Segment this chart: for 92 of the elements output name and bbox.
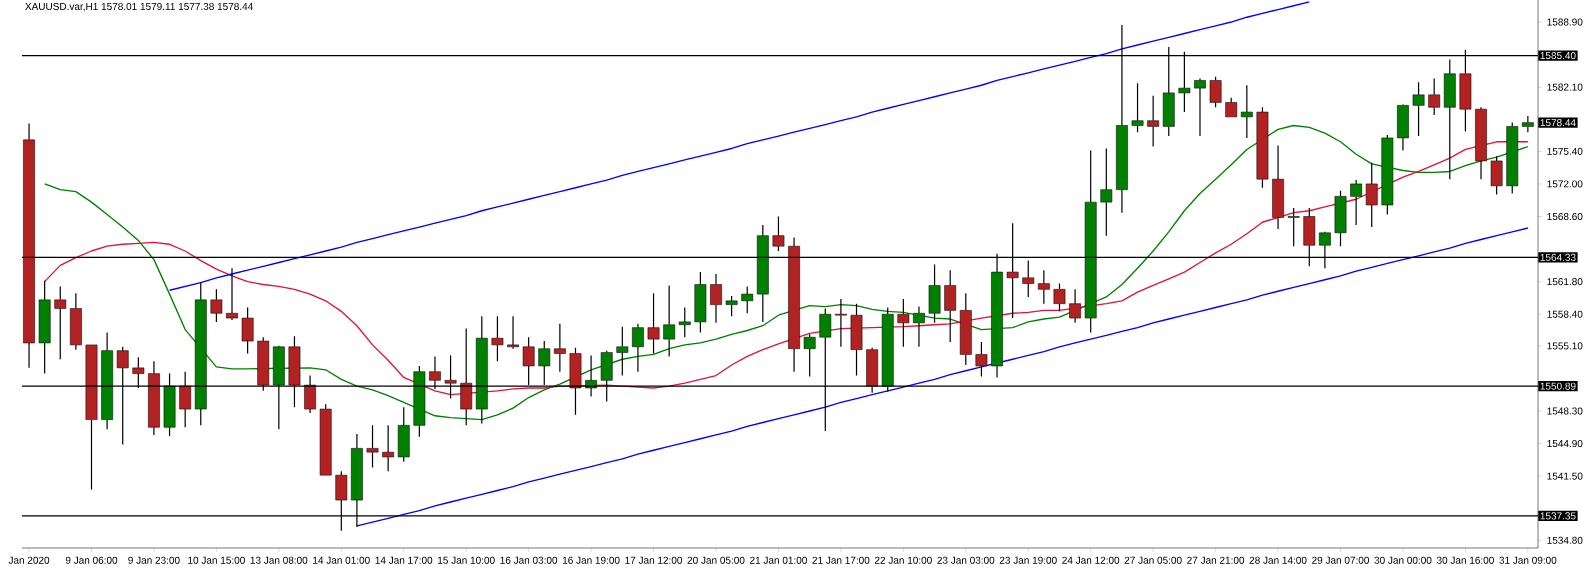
candlestick bbox=[944, 269, 957, 343]
candlestick bbox=[54, 285, 67, 360]
candlestick bbox=[913, 305, 925, 348]
candlestick bbox=[1350, 179, 1363, 226]
x-tick-label: 16 Jan 19:00 bbox=[562, 556, 620, 564]
text: 1578.44 bbox=[1540, 119, 1576, 127]
x-tick-label: 27 Jan 21:00 bbox=[1187, 556, 1245, 564]
x-tick-label: 21 Jan 01:00 bbox=[750, 556, 807, 564]
x-tick-label: 9 Jan 23:00 bbox=[128, 556, 180, 564]
y-tick-label: 1541.50 bbox=[1547, 472, 1583, 480]
y-tick-label: 1558.40 bbox=[1547, 310, 1583, 318]
x-tick-label: 22 Jan 10:00 bbox=[874, 556, 932, 564]
x-tick-label: 24 Jan 12:00 bbox=[1062, 556, 1120, 564]
x-tick-label: 31 Jan 09:00 bbox=[1499, 556, 1557, 564]
candlestick bbox=[678, 306, 691, 338]
candlestick bbox=[975, 341, 988, 378]
line-series bbox=[356, 227, 1529, 527]
x-tick-label: 13 Jan 08:00 bbox=[250, 556, 308, 564]
ref-line-label: 1537.35 bbox=[1540, 512, 1576, 520]
x-tick-label: 20 Jan 05:00 bbox=[687, 556, 745, 564]
y-tick-label: 1568.60 bbox=[1547, 212, 1583, 221]
candlestick bbox=[69, 292, 82, 351]
candlestick bbox=[850, 303, 863, 377]
x-tick-label: 9 Jan 06:00 bbox=[65, 556, 118, 564]
candlestick bbox=[1037, 269, 1050, 305]
candlestick bbox=[1194, 77, 1206, 137]
candlestick bbox=[1521, 115, 1534, 133]
y-tick-label: 1534.80 bbox=[1547, 536, 1583, 544]
candlestick bbox=[38, 280, 51, 375]
candlestick bbox=[1240, 84, 1253, 139]
x-tick-label: 28 Jan 14:00 bbox=[1249, 556, 1307, 564]
x-tick-label: 23 Jan 03:00 bbox=[937, 556, 995, 564]
x-tick-label: 16 Jan 03:00 bbox=[500, 556, 558, 564]
y-tick-label: 1544.90 bbox=[1547, 440, 1583, 448]
candlestick bbox=[1100, 147, 1113, 237]
y-tick-label: 1588.90 bbox=[1547, 18, 1583, 26]
candlestick bbox=[1412, 81, 1425, 137]
candlestick bbox=[1131, 82, 1144, 133]
candlestick bbox=[1287, 207, 1300, 247]
candlestick bbox=[897, 298, 910, 348]
y-tick-label: 1548.30 bbox=[1547, 407, 1583, 415]
candlestick bbox=[772, 215, 785, 252]
x-tick-label: 21 Jan 17:00 bbox=[812, 556, 870, 564]
x-tick-label: 15 Jan 10:00 bbox=[438, 556, 495, 564]
candlestick bbox=[1272, 145, 1284, 230]
candlestick bbox=[491, 315, 504, 362]
candlestick bbox=[553, 323, 566, 373]
y-tick-label: 1572.00 bbox=[1547, 180, 1583, 188]
x-tick-label: 10 Jan 15:00 bbox=[188, 556, 245, 564]
candlestick bbox=[835, 298, 847, 348]
candlestick bbox=[210, 288, 223, 323]
x-tick-label: 30 Jan 16:00 bbox=[1436, 556, 1494, 564]
candlestick bbox=[694, 271, 707, 334]
candlestick bbox=[382, 424, 395, 472]
candlestick bbox=[1334, 190, 1347, 247]
y-tick-label: 1575.40 bbox=[1547, 147, 1583, 155]
y-tick-label: 1555.10 bbox=[1547, 342, 1583, 350]
candlestick bbox=[663, 284, 676, 357]
candlestick bbox=[741, 285, 754, 314]
candlestick bbox=[1475, 106, 1487, 180]
candlestick bbox=[397, 406, 410, 463]
candlestick bbox=[1365, 162, 1378, 228]
candlestick bbox=[803, 333, 816, 378]
candlestick bbox=[1069, 288, 1081, 324]
x-tick-label: 30 Jan 00:00 bbox=[1374, 556, 1432, 564]
candlestick bbox=[710, 273, 722, 324]
candlestick bbox=[241, 306, 254, 355]
candlestick bbox=[647, 292, 660, 355]
x-tick-label: 14 Jan 17:00 bbox=[375, 556, 433, 564]
ref-line-label: 1564.33 bbox=[1540, 253, 1576, 261]
x-tick-label: 29 Jan 07:00 bbox=[1312, 556, 1370, 564]
chart-title: XAUUSD.var,H1 1578.01 1579.11 1577.38 1578.44 bbox=[25, 2, 253, 12]
candlestick bbox=[366, 424, 379, 469]
y-tick-label: 1561.80 bbox=[1547, 278, 1583, 286]
x-tick-label: 27 Jan 05:00 bbox=[1124, 556, 1182, 564]
candlestick bbox=[1397, 105, 1409, 151]
candlestick bbox=[616, 326, 629, 377]
x-tick-label: 17 Jan 12:00 bbox=[625, 556, 683, 564]
candlestick bbox=[507, 315, 519, 350]
x-tick-label: Jan 2020 bbox=[8, 556, 50, 564]
candlestick bbox=[632, 323, 644, 373]
candlestick bbox=[928, 263, 941, 324]
candlestick bbox=[959, 292, 972, 366]
ref-line-label: 1550.89 bbox=[1540, 382, 1576, 390]
x-tick-label: 23 Jan 19:00 bbox=[999, 556, 1057, 564]
y-tick-label: 1582.10 bbox=[1547, 83, 1583, 91]
ref-line-label: 1585.40 bbox=[1540, 52, 1576, 60]
candlestick bbox=[1022, 259, 1035, 298]
candlestick bbox=[1428, 77, 1441, 116]
candlestick bbox=[226, 267, 238, 321]
x-tick-label: 14 Jan 01:00 bbox=[313, 556, 370, 564]
candlestick bbox=[1147, 95, 1160, 148]
